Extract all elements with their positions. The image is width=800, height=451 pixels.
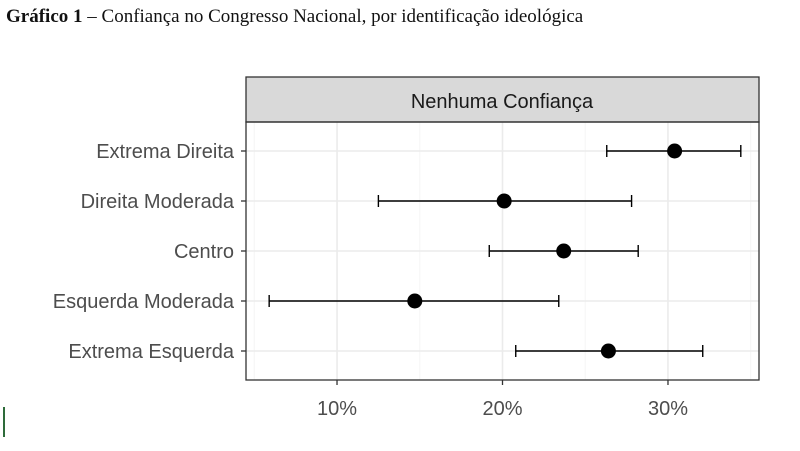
y-axis-labels: Extrema Direita Direita Moderada Centro Esq… <box>53 141 246 363</box>
category-label: Extrema Direita <box>96 141 235 163</box>
data-point <box>407 293 423 309</box>
data-point <box>496 193 512 209</box>
edge-mark <box>3 407 5 437</box>
x-tick-label: 10% <box>317 398 357 420</box>
category-label: Esquerda Moderada <box>53 291 235 313</box>
data-point <box>600 343 616 359</box>
category-label: Centro <box>174 241 234 263</box>
x-axis: 10% 20% 30% <box>317 380 688 420</box>
panel-title: Nenhuma Confiança <box>411 91 594 113</box>
x-tick-label: 30% <box>648 398 688 420</box>
data-point <box>667 143 683 159</box>
figure-caption: Gráfico 1 – Confiança no Congresso Nacio… <box>6 6 583 28</box>
figure-caption-text: – Confiança no Congresso Nacional, por i… <box>82 6 584 27</box>
data-points <box>407 143 683 359</box>
data-point <box>556 243 572 259</box>
panel-strip <box>245 76 760 123</box>
figure-number: Gráfico 1 <box>6 6 83 27</box>
x-tick-label: 20% <box>482 398 522 420</box>
category-label: Extrema Esquerda <box>68 341 235 363</box>
category-label: Direita Moderada <box>81 191 235 213</box>
